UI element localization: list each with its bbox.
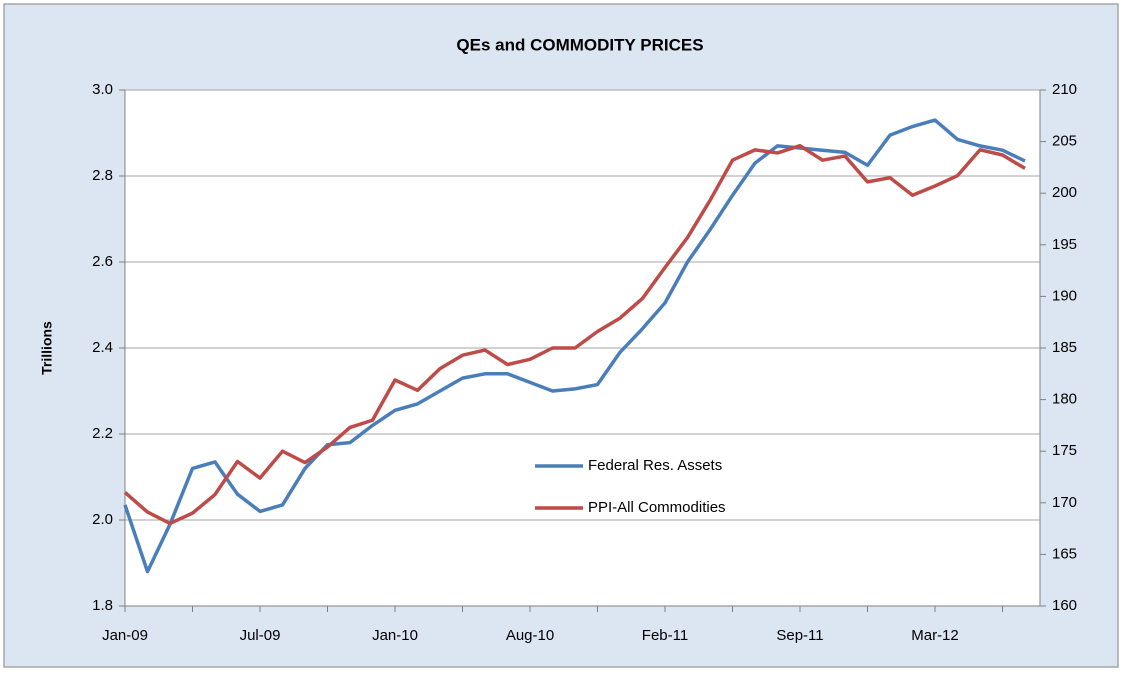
y-tick-label: 2.2: [92, 425, 113, 442]
y-tick-label: 2.4: [92, 339, 113, 356]
y-tick-label: 2.8: [92, 167, 113, 184]
y2-tick-label: 205: [1052, 133, 1077, 150]
y-tick-label: 3.0: [92, 81, 113, 98]
x-tick-label: Feb-11: [642, 627, 688, 644]
x-tick-label: Aug-10: [506, 627, 554, 644]
y-axis-label: Trillions: [39, 321, 55, 375]
y2-tick-label: 160: [1052, 597, 1077, 614]
y-tick-label: 2.6: [92, 253, 113, 270]
x-tick-label: Jan-09: [102, 627, 148, 644]
y2-tick-label: 185: [1052, 339, 1077, 356]
series-line: [123, 143, 1026, 526]
y2-tick-label: 195: [1052, 236, 1077, 253]
legend-label: PPI-All Commodities: [588, 499, 726, 516]
series-line: [123, 118, 1026, 574]
y2-tick-label: 170: [1052, 494, 1077, 511]
x-tick-label: Jan-10: [372, 627, 418, 644]
legend-label: Federal Res. Assets: [588, 457, 722, 474]
y2-tick-label: 190: [1052, 287, 1077, 304]
y2-tick-label: 175: [1052, 442, 1077, 459]
x-tick-label: Jul-09: [240, 627, 281, 644]
y-tick-label: 1.8: [92, 597, 113, 614]
y2-tick-label: 165: [1052, 545, 1077, 562]
y2-tick-label: 210: [1052, 81, 1077, 98]
y2-tick-label: 180: [1052, 391, 1077, 408]
chart-title: QEs and COMMODITY PRICES: [456, 35, 703, 54]
x-tick-label: Mar-12: [911, 627, 959, 644]
y-tick-label: 2.0: [92, 511, 113, 528]
y2-tick-label: 200: [1052, 184, 1077, 201]
x-tick-label: Sep-11: [776, 627, 823, 644]
